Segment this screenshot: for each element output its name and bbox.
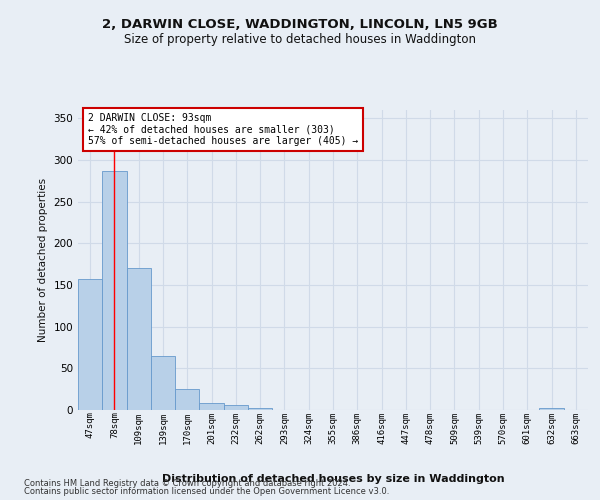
Text: 2 DARWIN CLOSE: 93sqm
← 42% of detached houses are smaller (303)
57% of semi-det: 2 DARWIN CLOSE: 93sqm ← 42% of detached … xyxy=(88,113,358,146)
Text: Contains HM Land Registry data © Crown copyright and database right 2024.: Contains HM Land Registry data © Crown c… xyxy=(24,478,350,488)
Bar xyxy=(127,268,151,410)
Bar xyxy=(78,279,102,410)
Bar xyxy=(248,408,272,410)
Text: Size of property relative to detached houses in Waddington: Size of property relative to detached ho… xyxy=(124,32,476,46)
Text: Contains public sector information licensed under the Open Government Licence v3: Contains public sector information licen… xyxy=(24,487,389,496)
Bar xyxy=(539,408,564,410)
Bar xyxy=(151,356,175,410)
Bar xyxy=(175,389,199,410)
Y-axis label: Number of detached properties: Number of detached properties xyxy=(38,178,48,342)
Bar xyxy=(102,171,127,410)
X-axis label: Distribution of detached houses by size in Waddington: Distribution of detached houses by size … xyxy=(161,474,505,484)
Bar xyxy=(199,402,224,410)
Text: 2, DARWIN CLOSE, WADDINGTON, LINCOLN, LN5 9GB: 2, DARWIN CLOSE, WADDINGTON, LINCOLN, LN… xyxy=(102,18,498,30)
Bar xyxy=(224,405,248,410)
